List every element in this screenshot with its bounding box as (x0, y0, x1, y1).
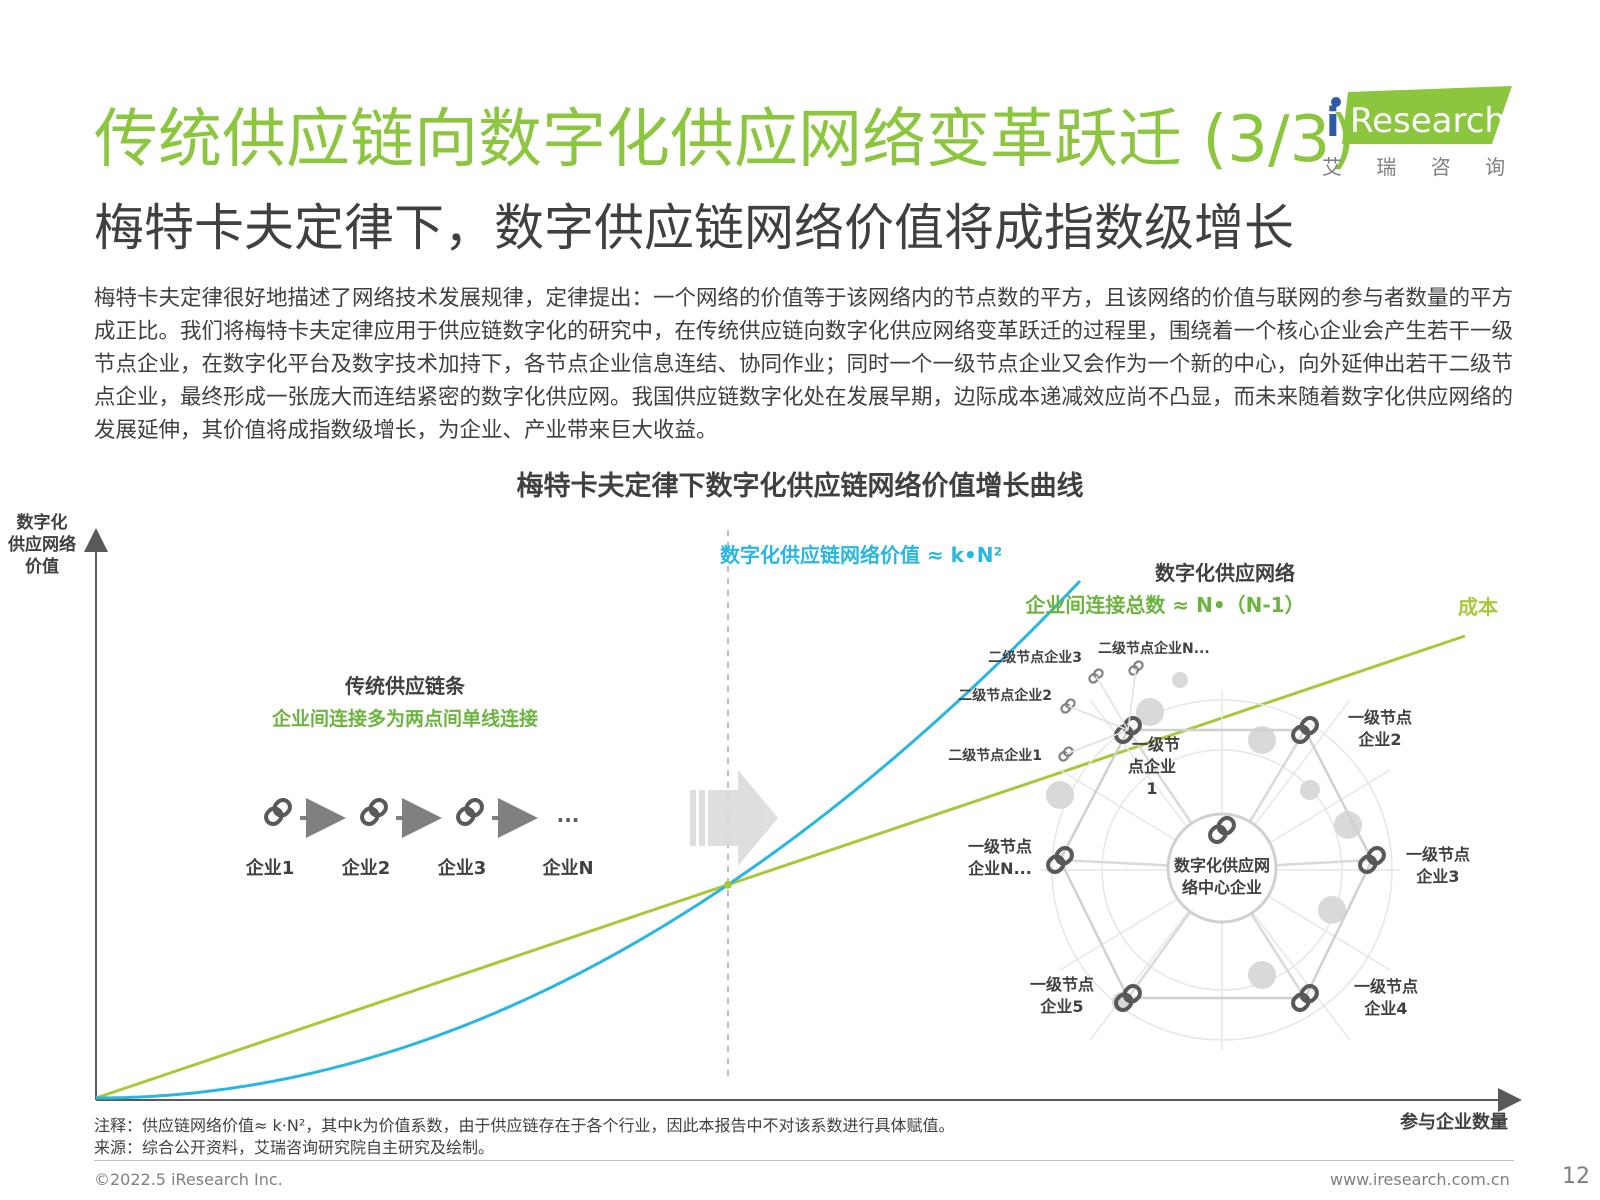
x-axis-label: 参与企业数量 (1400, 1111, 1508, 1133)
level1-5-l2: 企业5 (1039, 997, 1083, 1016)
chain-node-n: 企业N (541, 857, 593, 879)
link-icon (357, 795, 391, 829)
page-number: 12 (1562, 1164, 1590, 1189)
center-label-2: 络中心企业 (1182, 878, 1262, 897)
level1-5-l1: 一级节点 (1030, 975, 1094, 994)
chain-node-1: 企业1 (245, 857, 295, 879)
traditional-subtitle: 企业间连接多为两点间单线连接 (271, 707, 538, 730)
level1-4-l1: 一级节点 (1354, 977, 1418, 996)
traditional-title: 传统供应链条 (344, 674, 466, 698)
iresearch-logo: i Research 艾 瑞 咨 询 (1322, 84, 1532, 179)
link-icon (261, 795, 295, 829)
level1-n-l1: 一级节点 (968, 837, 1032, 856)
traditional-chain: ... (261, 795, 580, 838)
chart-source: 来源：综合公开资料，艾瑞咨询研究院自主研究及绘制。 (94, 1138, 495, 1157)
page-subtitle: 梅特卡夫定律下，数字供应链网络价值将成指数级增长 (94, 199, 1294, 257)
network-graph: 数字化供应网 络中心企业 一级节 点企业 1 一级节点 企业2 一级节点 企业3… (948, 640, 1470, 1050)
level1-node-2-icon (1288, 713, 1322, 747)
level1-node-4-icon (1288, 981, 1322, 1015)
value-curve (96, 579, 1082, 1100)
center-label-1: 数字化供应网 (1174, 856, 1270, 875)
center-node (1166, 812, 1278, 924)
intersection-point (724, 880, 732, 889)
logo-i-letter: i (1326, 100, 1340, 146)
value-curve-label: 数字化供应链网络价值 ≈ k•N² (720, 543, 1002, 567)
level1-2-l1: 一级节点 (1348, 708, 1412, 727)
y-axis-label-3: 价值 (25, 556, 59, 577)
level2-label-2: 二级节点企业2 (958, 687, 1052, 704)
level2-label-1: 二级节点企业1 (948, 747, 1042, 764)
level1-3-l2: 企业3 (1415, 867, 1459, 886)
level1-n-l2: 企业N... (967, 859, 1032, 878)
intro-paragraph: 梅特卡夫定律很好地描述了网络技术发展规律，定律提出：一个网络的价值等于该网络内的… (94, 286, 1514, 443)
network-title: 数字化供应网络 (1155, 561, 1295, 585)
level1-1-l2: 点企业 (1128, 757, 1176, 776)
level2-label-3: 二级节点企业3 (988, 649, 1082, 666)
y-axis-label-2: 供应网络 (7, 534, 76, 555)
footer-copyright: ©2022.5 iResearch Inc. (94, 1170, 283, 1189)
diagram-title: 梅特卡夫定律下数字化供应链网络价值增长曲线 (516, 471, 1084, 502)
chain-ellipsis: ... (557, 803, 580, 827)
cost-line-label: 成本 (1458, 595, 1498, 619)
page-title: 传统供应链向数字化供应网络变革跃迁 (3/3) (94, 103, 1356, 177)
level1-1-l3: 1 (1146, 779, 1157, 798)
chain-node-3: 企业3 (437, 857, 487, 879)
chart-note: 注释：供应链网络价值≈ k·N²，其中k为价值系数，由于供应链存在于各个行业，因… (94, 1116, 955, 1135)
transition-arrow (690, 770, 778, 866)
level1-4-l2: 企业4 (1363, 999, 1407, 1018)
cost-line (95, 634, 1466, 1100)
network-subtitle: 企业间连接总数 ≈ N•（N-1） (1024, 593, 1304, 617)
footer-divider (94, 1160, 1514, 1161)
y-axis-label-1: 数字化 (17, 512, 68, 533)
logo-cn: 艾 瑞 咨 询 (1322, 155, 1519, 179)
level1-node-5-icon (1111, 981, 1145, 1015)
level1-3-l1: 一级节点 (1406, 845, 1470, 864)
footer-url[interactable]: www.iresearch.com.cn (1330, 1170, 1510, 1189)
link-icon (453, 795, 487, 829)
level1-2-l2: 企业2 (1357, 730, 1401, 749)
chain-node-2: 企业2 (341, 857, 391, 879)
level2-label-n: 二级节点企业N... (1098, 640, 1210, 657)
level1-1-l1: 一级节 (1132, 735, 1180, 754)
logo-text: Research (1350, 101, 1506, 141)
